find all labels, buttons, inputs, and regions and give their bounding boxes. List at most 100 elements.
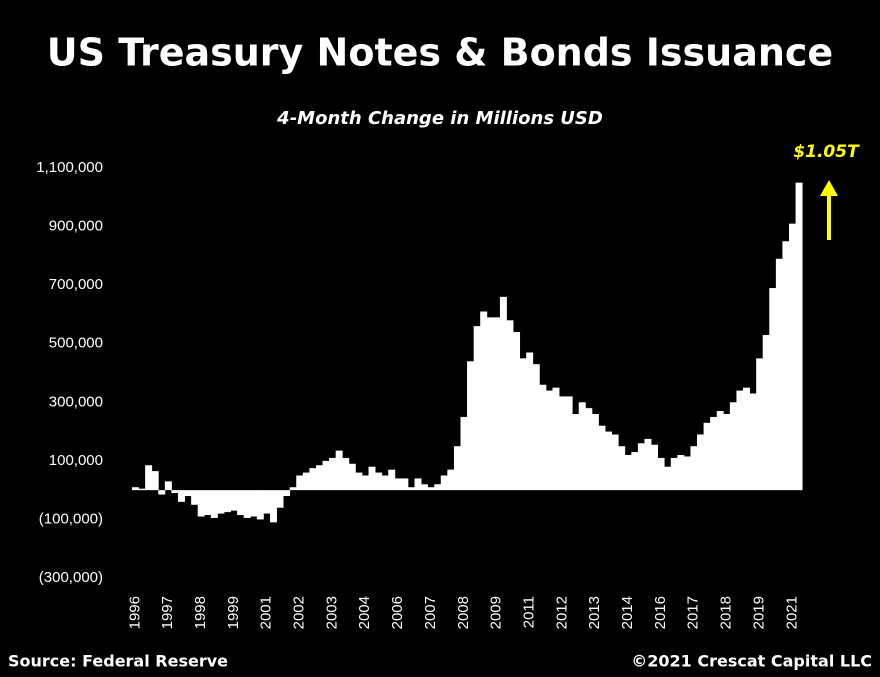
bar (729, 402, 737, 491)
bar (716, 411, 724, 491)
bar (388, 469, 396, 491)
bar (710, 416, 718, 491)
bar (493, 317, 501, 491)
bar (591, 414, 599, 491)
bar (756, 358, 764, 491)
bar (322, 460, 330, 491)
bar (631, 452, 639, 491)
bar (421, 484, 429, 491)
bar (618, 446, 626, 491)
bar (552, 387, 560, 491)
x-tick-label: 2016 (652, 596, 669, 629)
bar (532, 364, 540, 491)
bar (578, 402, 586, 491)
bar (217, 490, 225, 514)
bar (177, 490, 185, 502)
bar (743, 387, 750, 491)
bar (263, 490, 271, 514)
bar (499, 296, 507, 491)
x-tick-label: 1996 (126, 596, 143, 629)
bar (447, 469, 455, 491)
x-tick-label: 2014 (619, 596, 636, 629)
bar (434, 484, 442, 491)
bar (486, 317, 494, 491)
bar (598, 425, 606, 491)
bar (237, 490, 245, 516)
x-tick-label: 2019 (750, 596, 767, 629)
bar (611, 434, 619, 491)
bar (526, 352, 534, 491)
bar (361, 475, 369, 491)
bar (565, 396, 573, 491)
bar (210, 490, 218, 518)
bar (480, 311, 488, 491)
bar (460, 416, 468, 491)
bar (677, 455, 685, 491)
x-tick-label: 2008 (455, 596, 472, 629)
bar (315, 465, 323, 491)
bar (381, 475, 389, 491)
bar (519, 358, 527, 491)
x-tick-label: 2017 (685, 596, 702, 629)
bar (513, 332, 521, 491)
bar (775, 258, 783, 491)
bar (329, 457, 337, 491)
bar (223, 490, 231, 513)
bar (184, 490, 192, 496)
bar (335, 450, 343, 491)
bar (269, 490, 277, 523)
chart-title: US Treasury Notes & Bonds Issuance (47, 31, 833, 75)
bar (795, 182, 803, 491)
x-tick-label: 2021 (783, 596, 800, 629)
bar (644, 438, 652, 491)
bar (624, 455, 632, 491)
bar (151, 471, 159, 491)
bar (605, 431, 613, 491)
bar (355, 472, 363, 491)
bar (368, 466, 376, 491)
bar (736, 390, 744, 491)
x-tick-label: 2004 (356, 596, 373, 629)
bar (657, 457, 665, 491)
bar (375, 472, 383, 491)
x-tick-label: 2018 (718, 596, 735, 629)
bar (473, 326, 481, 491)
bar (539, 384, 547, 491)
x-tick-label: 2007 (422, 596, 439, 629)
bar (749, 393, 757, 491)
y-tick-label: 700,000 (49, 276, 103, 293)
bar (138, 488, 146, 491)
bar (585, 408, 593, 491)
y-tick-label: 500,000 (49, 335, 103, 352)
x-tick-label: 2002 (291, 596, 308, 629)
bar (394, 478, 402, 491)
annotation: $1.05T (793, 142, 860, 162)
bar (789, 223, 796, 491)
bar (453, 446, 461, 491)
x-tick-label: 1999 (225, 596, 242, 629)
bar (230, 490, 238, 511)
bar (296, 475, 304, 491)
bar (132, 487, 139, 491)
y-tick-label: 100,000 (49, 452, 103, 469)
bar (670, 457, 678, 491)
bar (762, 334, 770, 491)
bar (559, 396, 567, 491)
x-tick-label: 2012 (553, 596, 570, 629)
x-tick-label: 2003 (323, 596, 340, 629)
y-tick-label: (300,000) (39, 569, 103, 586)
x-tick-label: 1998 (192, 596, 209, 629)
bar (164, 481, 172, 491)
y-tick-label: 300,000 (49, 393, 103, 410)
bar (683, 456, 691, 491)
source: Source: Federal Reserve (8, 652, 228, 671)
bar (243, 490, 251, 518)
bar (342, 457, 350, 491)
bar (506, 320, 514, 491)
bar (664, 466, 672, 491)
chart-subtitle: 4-Month Change in Millions USD (276, 108, 603, 129)
bar (440, 475, 448, 491)
bar (637, 443, 645, 491)
bar (158, 490, 166, 495)
